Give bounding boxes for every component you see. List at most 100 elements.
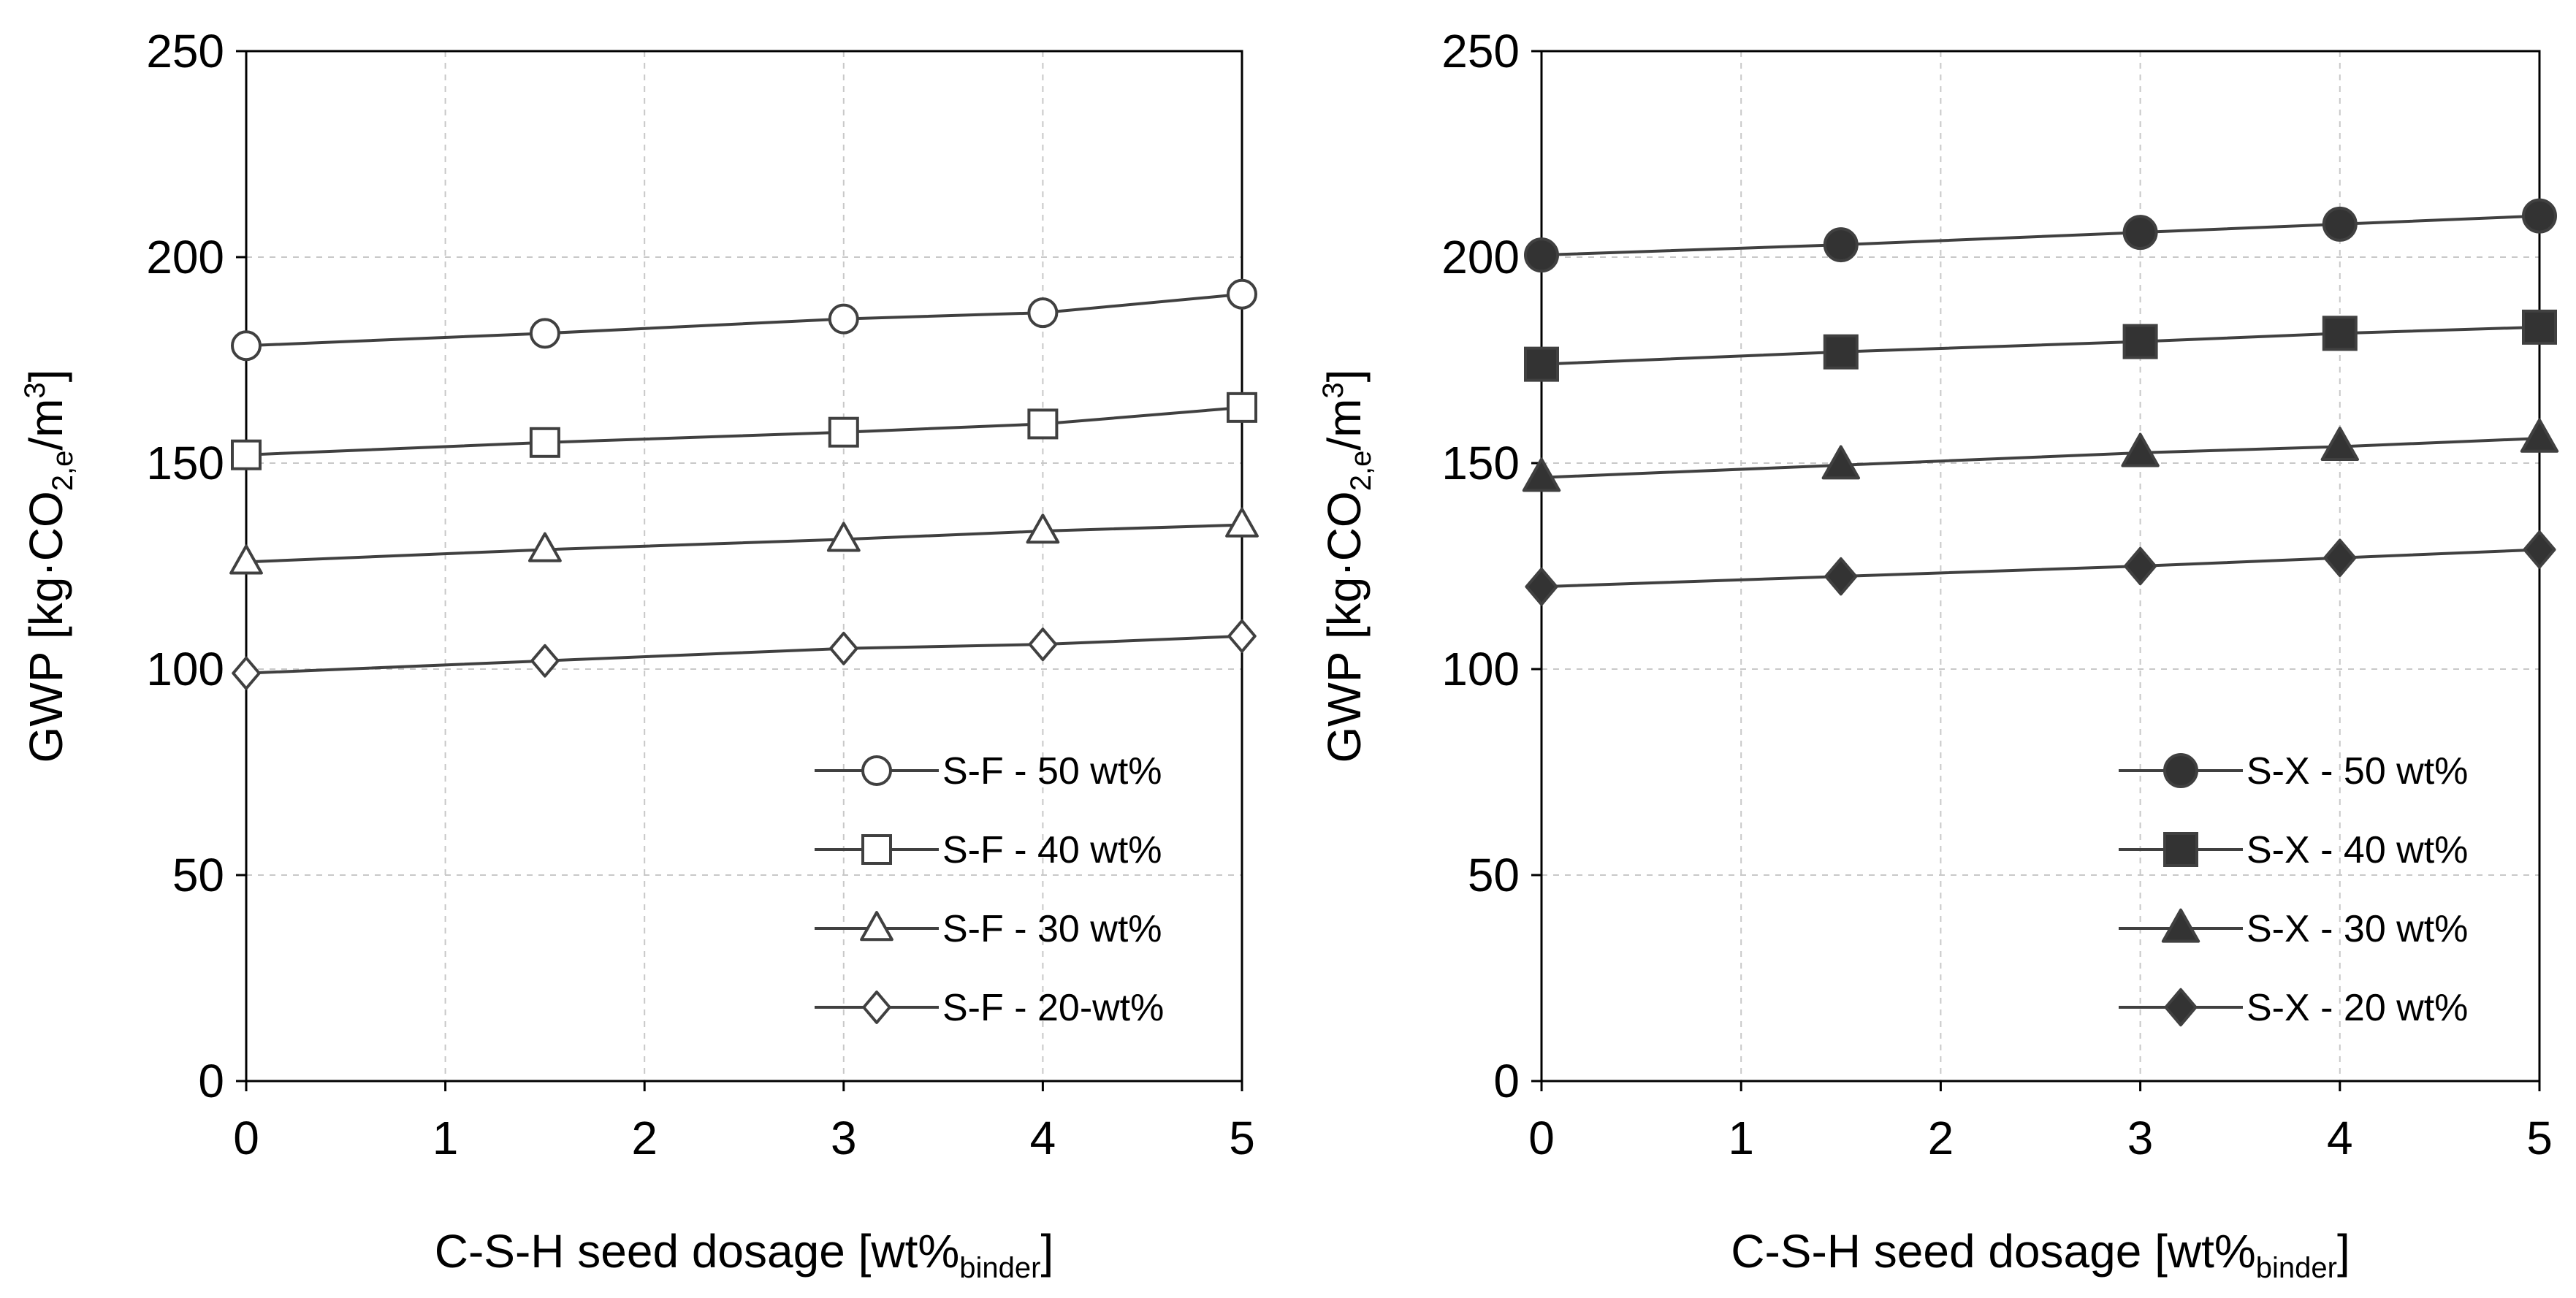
data-point-diamond: [2124, 546, 2157, 586]
x-tick-label: 3: [831, 1112, 857, 1164]
data-point-triangle: [528, 532, 562, 562]
legend-marker-triangle: [860, 911, 893, 942]
x-axis-title-subscript: binder: [959, 1252, 1040, 1284]
y-axis-title-subscript: 2,e: [1345, 451, 1377, 492]
y-axis-title-main: GWP [kg·CO: [1318, 491, 1371, 763]
legend-marker-triangle: [2161, 908, 2200, 943]
legend-marker-square: [2163, 832, 2198, 867]
series-3: [1525, 530, 2556, 606]
data-point-diamond: [1227, 619, 1257, 653]
x-axis-title: C-S-H seed dosage [wt%binder]: [1731, 1225, 2350, 1284]
legend-item: S-F - 40 wt%: [815, 829, 1162, 871]
y-tick-label: 150: [146, 437, 224, 489]
legend-item: S-F - 20-wt%: [815, 987, 1164, 1029]
y-axis-title-mid: /m: [1318, 399, 1371, 451]
legend-marker-diamond: [2164, 988, 2198, 1027]
data-point-square: [529, 427, 560, 458]
data-point-square: [828, 416, 859, 448]
data-point-square: [231, 439, 262, 470]
data-point-square: [2522, 309, 2557, 345]
data-point-triangle: [229, 544, 263, 575]
data-point-diamond: [1525, 568, 1558, 606]
series-1: [1524, 309, 2557, 382]
y-axis-title-mid: /m: [20, 399, 72, 451]
data-point-circle: [1027, 297, 1059, 329]
data-point-circle: [2322, 206, 2358, 242]
y-axis-title: GWP [kg·CO2,e/m3]: [1317, 370, 1377, 763]
legend-item: S-X - 50 wt%: [2119, 750, 2468, 793]
legend-item: S-X - 40 wt%: [2119, 829, 2468, 871]
legend-marker-diamond: [862, 990, 891, 1024]
data-point-diamond: [829, 631, 858, 665]
legend-label: S-X - 20 wt%: [2247, 987, 2468, 1029]
data-point-triangle: [2520, 418, 2559, 453]
legend-marker-circle: [2163, 753, 2198, 788]
series-line: [1541, 214, 2540, 257]
x-axis-title-main: C-S-H seed dosage [wt%: [1731, 1225, 2256, 1278]
x-tick-label: 3: [2127, 1112, 2154, 1164]
legend: S-X - 50 wt% S-X - 40 wt% S-X - 30 wt% S-X …: [2119, 750, 2468, 1029]
legend-label: S-X - 50 wt%: [2247, 750, 2468, 793]
x-tick-label: 5: [2526, 1112, 2553, 1164]
data-point-triangle: [1522, 457, 1561, 492]
series-line: [1541, 437, 2540, 479]
legend-label: S-X - 30 wt%: [2247, 908, 2468, 950]
data-point-triangle: [1026, 514, 1060, 544]
series-line: [1541, 548, 2540, 589]
data-point-triangle: [2121, 432, 2160, 467]
data-point-triangle: [1821, 445, 1860, 480]
data-point-square: [1524, 346, 1559, 382]
x-tick-label: 4: [2327, 1112, 2353, 1164]
series-line: [245, 292, 1243, 348]
series-2: [1522, 418, 2559, 492]
y-tick-label: 100: [146, 643, 224, 695]
y-tick-label: 200: [1441, 231, 1520, 283]
data-point-circle: [231, 330, 262, 362]
x-tick-label: 0: [233, 1112, 259, 1164]
y-tick-label: 50: [1468, 849, 1520, 901]
data-point-circle: [2522, 198, 2557, 234]
y-tick-label: 250: [146, 25, 224, 77]
x-tick-label: 0: [1528, 1112, 1555, 1164]
x-tick-label: 1: [1728, 1112, 1754, 1164]
data-point-circle: [2122, 215, 2158, 251]
x-axis-title-main: C-S-H seed dosage [wt%: [435, 1225, 960, 1278]
y-tick-label: 200: [146, 231, 224, 283]
legend-item: S-F - 50 wt%: [815, 750, 1162, 793]
series-0: [1524, 198, 2557, 273]
y-tick-label: 250: [1441, 25, 1520, 77]
legend-item: S-F - 30 wt%: [815, 908, 1162, 950]
legend-label: S-F - 50 wt%: [942, 750, 1162, 793]
data-point-diamond: [1028, 627, 1058, 662]
data-point-circle: [1524, 237, 1559, 273]
series-line: [245, 405, 1243, 457]
series-3: [232, 619, 1257, 690]
y-axis-title-end: ]: [20, 370, 72, 383]
legend-label: S-F - 30 wt%: [942, 908, 1162, 950]
x-axis-title-end: ]: [1040, 1225, 1053, 1278]
data-point-circle: [1823, 227, 1859, 263]
y-axis-title-superscript: 3: [19, 382, 51, 398]
legend-label: S-F - 40 wt%: [942, 829, 1162, 871]
data-point-circle: [1227, 278, 1257, 310]
series-1: [231, 392, 1257, 470]
data-point-diamond: [232, 656, 261, 690]
data-point-square: [1027, 408, 1059, 440]
y-axis-title-end: ]: [1318, 370, 1371, 383]
data-point-diamond: [530, 644, 560, 678]
series-line: [245, 634, 1243, 675]
y-axis-title-superscript: 3: [1317, 382, 1349, 398]
data-point-circle: [828, 303, 859, 335]
y-axis-title: GWP [kg·CO2,e/m3]: [19, 370, 79, 763]
x-tick-label: 5: [1229, 1112, 1255, 1164]
data-point-square: [2122, 324, 2158, 359]
series-line: [245, 523, 1243, 564]
y-axis-title-main: GWP [kg·CO: [20, 491, 72, 763]
x-tick-label: 4: [1030, 1112, 1056, 1164]
x-tick-label: 1: [432, 1112, 459, 1164]
y-tick-label: 150: [1441, 437, 1520, 489]
x-axis-title: C-S-H seed dosage [wt%binder]: [435, 1225, 1054, 1284]
series-2: [229, 507, 1259, 575]
